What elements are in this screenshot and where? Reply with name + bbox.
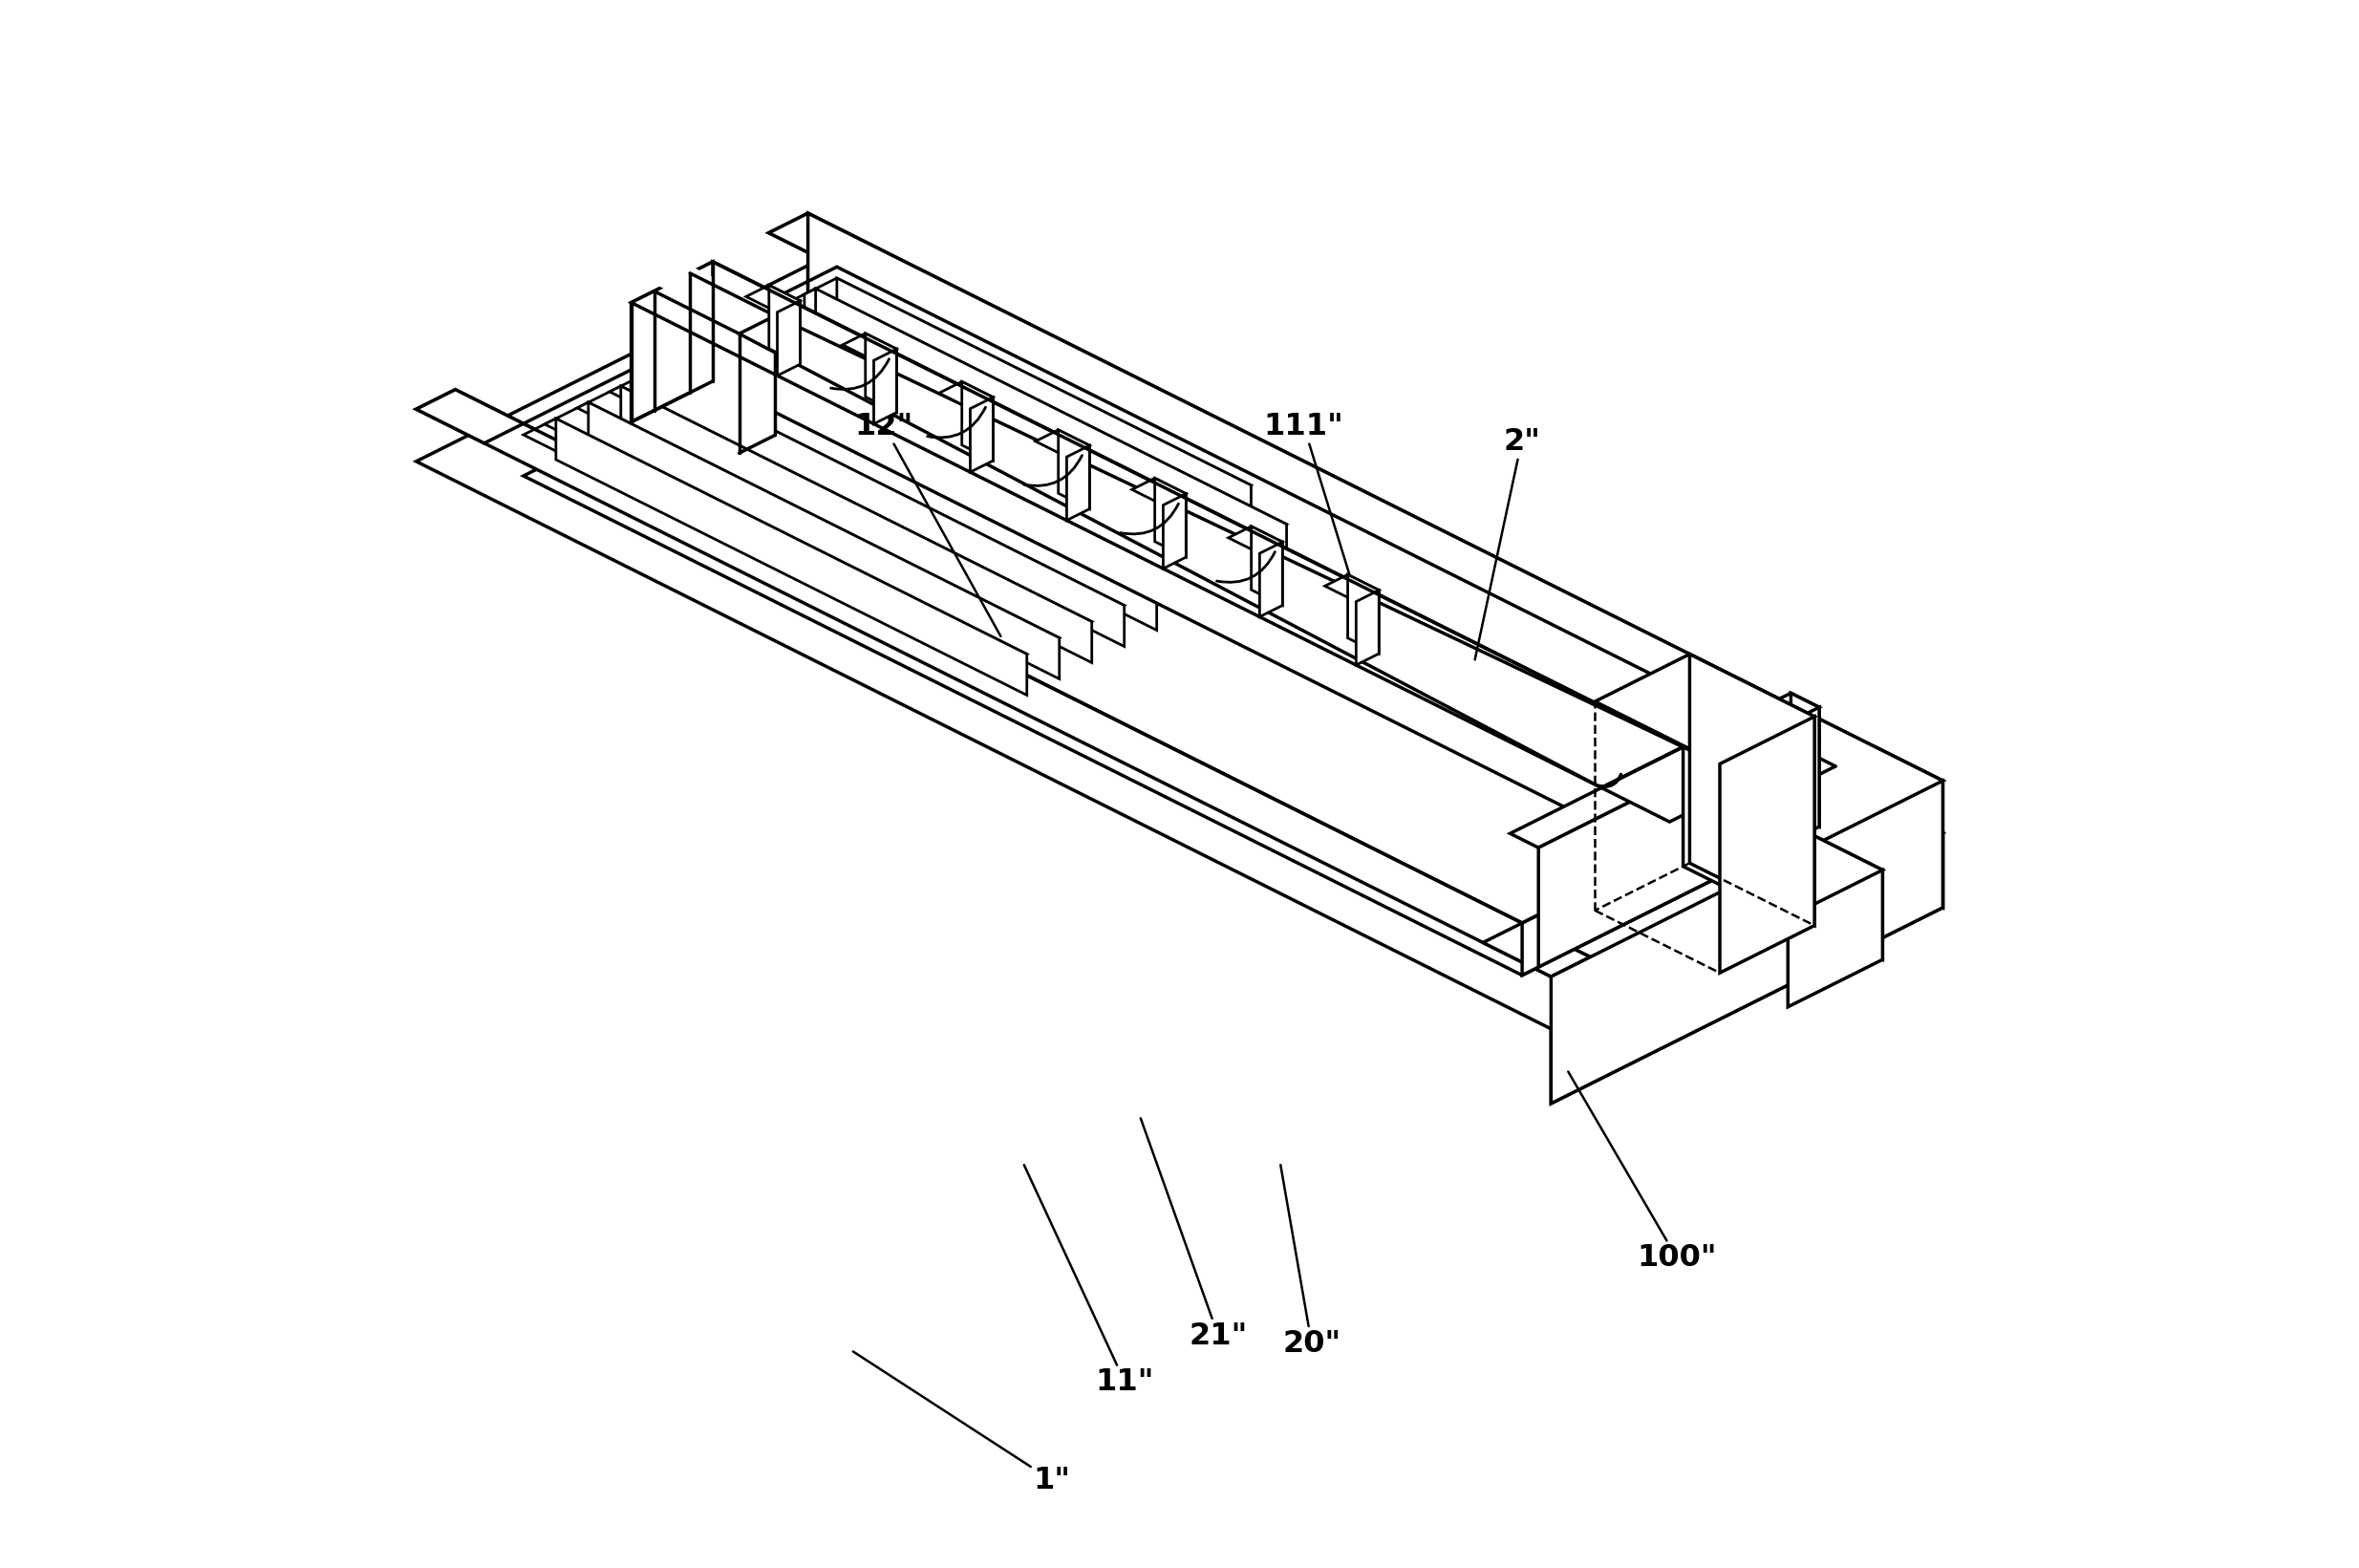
Polygon shape [1788, 870, 1882, 1007]
Polygon shape [745, 285, 800, 312]
Polygon shape [939, 381, 993, 409]
Polygon shape [545, 419, 1026, 660]
Polygon shape [1552, 781, 1944, 1104]
Polygon shape [1059, 430, 1090, 510]
Polygon shape [1260, 543, 1283, 616]
Text: 111": 111" [1264, 412, 1366, 629]
Text: 2": 2" [1474, 426, 1540, 660]
Polygon shape [415, 265, 1944, 1029]
Polygon shape [816, 289, 1286, 566]
Polygon shape [1682, 746, 1750, 900]
Polygon shape [1066, 445, 1090, 521]
Polygon shape [1356, 590, 1380, 665]
Text: 100": 100" [1569, 1071, 1717, 1273]
Polygon shape [842, 334, 896, 361]
Polygon shape [415, 389, 1590, 977]
Polygon shape [962, 381, 993, 461]
Polygon shape [1689, 654, 1814, 925]
Polygon shape [717, 337, 1189, 615]
Polygon shape [1602, 746, 1682, 908]
Polygon shape [1250, 527, 1283, 605]
Text: 1": 1" [854, 1352, 1071, 1496]
Polygon shape [1522, 767, 1835, 975]
Polygon shape [1814, 836, 1882, 960]
Polygon shape [804, 289, 816, 336]
Polygon shape [524, 278, 1250, 641]
Text: 12": 12" [854, 412, 1000, 637]
Polygon shape [837, 278, 1250, 527]
Polygon shape [1484, 924, 1590, 977]
Polygon shape [609, 386, 1092, 627]
Polygon shape [866, 334, 896, 412]
Polygon shape [1163, 494, 1187, 569]
Polygon shape [1720, 836, 1882, 917]
Text: 20": 20" [1281, 1165, 1340, 1358]
Polygon shape [1510, 693, 1819, 848]
FancyArrowPatch shape [927, 408, 986, 437]
Polygon shape [578, 403, 1059, 643]
Polygon shape [1552, 833, 1944, 1104]
Polygon shape [1720, 717, 1814, 972]
Polygon shape [524, 320, 1835, 975]
Text: 21": 21" [1142, 1118, 1248, 1350]
Polygon shape [1538, 707, 1819, 967]
Polygon shape [1326, 574, 1380, 602]
Polygon shape [807, 265, 1944, 908]
Polygon shape [769, 213, 1944, 800]
Polygon shape [970, 397, 993, 472]
Polygon shape [1132, 478, 1187, 505]
FancyArrowPatch shape [1024, 455, 1083, 486]
Polygon shape [837, 267, 1835, 818]
Polygon shape [1156, 478, 1187, 557]
Polygon shape [778, 301, 800, 376]
Polygon shape [769, 213, 875, 267]
Polygon shape [557, 419, 1026, 695]
Polygon shape [1229, 527, 1283, 554]
Polygon shape [632, 262, 712, 422]
Text: 11": 11" [1024, 1165, 1154, 1397]
Polygon shape [783, 304, 1255, 582]
Polygon shape [415, 389, 524, 444]
Polygon shape [1790, 693, 1819, 826]
FancyArrowPatch shape [1121, 503, 1180, 535]
Polygon shape [632, 262, 1682, 787]
Polygon shape [873, 350, 896, 423]
Polygon shape [750, 321, 1222, 597]
Polygon shape [708, 337, 1189, 579]
FancyArrowPatch shape [830, 359, 889, 389]
Polygon shape [712, 262, 1682, 867]
FancyArrowPatch shape [1217, 552, 1274, 582]
Polygon shape [653, 370, 1125, 646]
Polygon shape [804, 289, 1286, 530]
Polygon shape [769, 285, 800, 364]
Polygon shape [620, 386, 1092, 663]
Polygon shape [587, 403, 1059, 679]
Polygon shape [675, 354, 1156, 594]
Polygon shape [649, 263, 776, 326]
Polygon shape [686, 354, 1156, 630]
Polygon shape [771, 304, 1255, 546]
Polygon shape [807, 213, 1944, 908]
Polygon shape [1602, 746, 1750, 822]
Polygon shape [1036, 430, 1090, 456]
Polygon shape [738, 321, 1222, 563]
Polygon shape [1347, 574, 1380, 654]
FancyArrowPatch shape [1599, 775, 1621, 787]
Polygon shape [642, 370, 1125, 612]
Polygon shape [1595, 654, 1814, 764]
Polygon shape [1835, 746, 1944, 800]
Polygon shape [684, 263, 776, 436]
